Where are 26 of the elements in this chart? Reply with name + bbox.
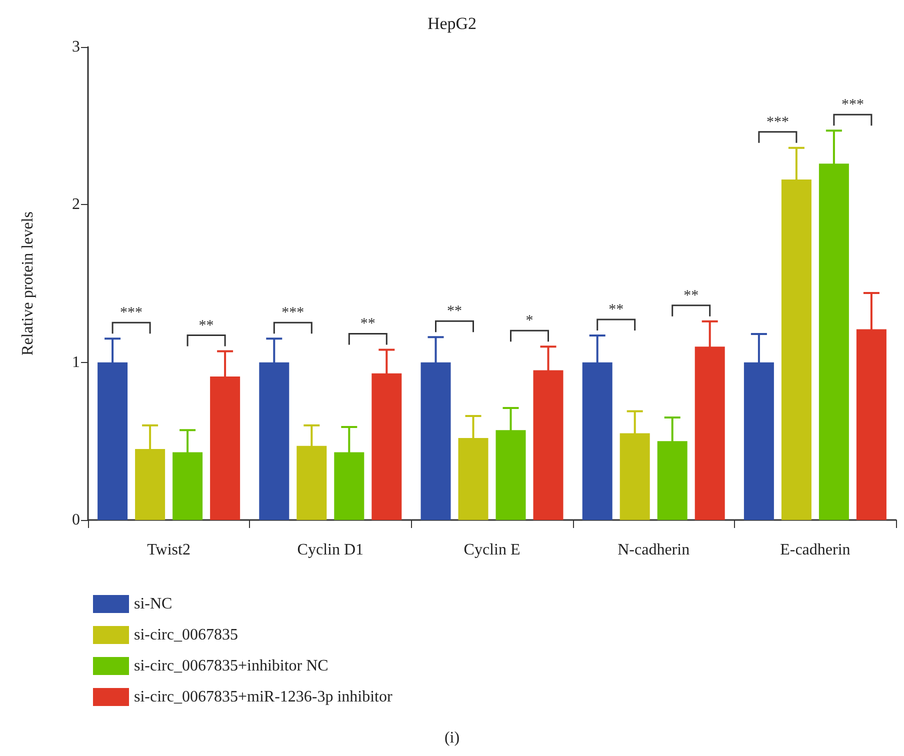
legend-label: si-circ_0067835: [134, 626, 238, 644]
annotation: **: [608, 302, 624, 318]
y-tick-label: 2: [72, 196, 80, 214]
annotation: *: [526, 313, 534, 330]
legend-label: si-NC: [134, 596, 172, 612]
x-tick-label: Twist2: [147, 542, 190, 558]
x-tick-label: Cyclin E: [464, 542, 520, 558]
annotation: ***: [120, 305, 143, 322]
annotation: **: [198, 318, 214, 334]
annotation: ***: [841, 97, 864, 114]
text: (i): [444, 730, 460, 746]
chart-title: HepG2: [427, 14, 477, 33]
annotation: **: [360, 316, 376, 332]
annotation: **: [684, 288, 699, 304]
y-tick-label: 0: [72, 512, 80, 528]
y-axis-title: Relative protein levels: [20, 212, 36, 356]
y-tick-label: 3: [72, 38, 80, 56]
annotation: **: [447, 304, 462, 320]
x-tick-label: E-cadherin: [780, 542, 850, 558]
legend-label: si-circ_0067835+miR-1236-3p inhibitor: [134, 688, 393, 706]
x-tick-label: N-cadherin: [618, 542, 690, 558]
x-tick-label: Cyclin D1: [297, 542, 364, 558]
annotation: ***: [766, 114, 789, 130]
y-tick-label: 1: [72, 354, 80, 371]
legend-label: si-circ_0067835+inhibitor NC: [134, 658, 328, 674]
annotation: ***: [282, 305, 304, 322]
